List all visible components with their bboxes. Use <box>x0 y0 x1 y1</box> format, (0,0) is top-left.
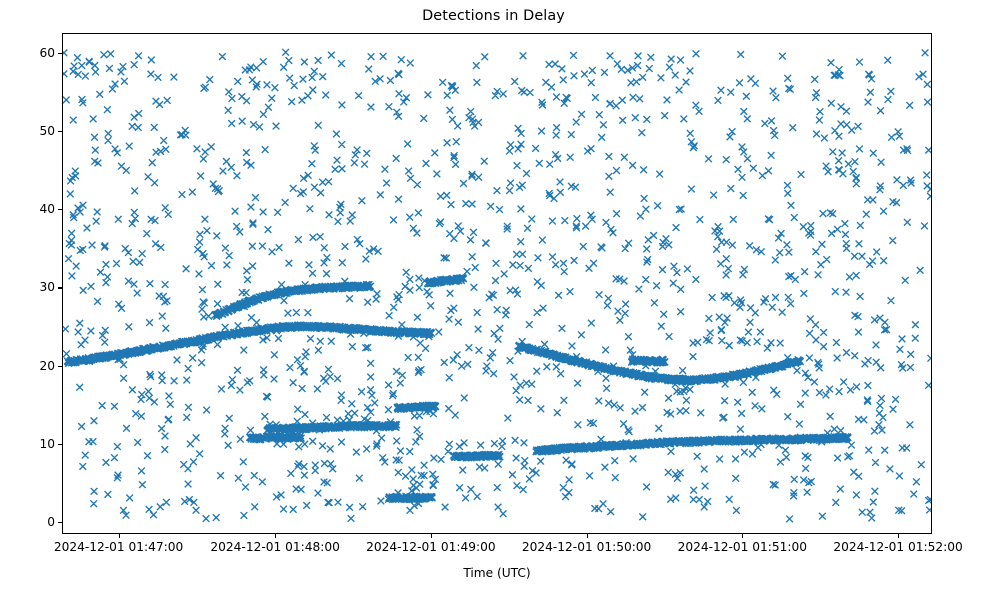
y-tick-mark <box>58 287 62 289</box>
y-tick-label: 30 <box>39 280 55 295</box>
x-tick-label: 2024-12-01 01:52:00 <box>833 540 963 554</box>
x-axis-label: Time (UTC) <box>463 566 531 580</box>
scatter-series <box>63 48 931 523</box>
y-tick-mark <box>58 522 62 524</box>
x-tick-label: 2024-12-01 01:51:00 <box>677 540 808 554</box>
x-tick-mark <box>742 534 744 538</box>
x-axis-tick-labels: 2024-12-01 01:47:00 2024-12-01 01:48:00 20… <box>54 540 963 562</box>
y-tick-mark <box>58 52 62 54</box>
y-axis-tick-marks <box>58 33 62 534</box>
y-tick-mark <box>58 443 62 446</box>
x-tick-label: 2024-12-01 01:47:00 <box>53 540 184 554</box>
y-tick-label: 50 <box>39 123 55 138</box>
y-tick-label: 20 <box>39 358 55 373</box>
x-tick-mark <box>430 534 432 538</box>
x-tick-label: 2024-12-01 01:48:00 <box>210 540 340 554</box>
y-tick-label: 0 <box>47 515 55 530</box>
y-tick-mark <box>58 365 62 367</box>
x-tick-label: 2024-12-01 01:49:00 <box>366 540 496 554</box>
x-tick-mark <box>586 534 588 538</box>
y-axis-tick-labels: 0 10 20 30 40 50 60 <box>0 33 55 534</box>
x-tick-mark <box>275 534 277 538</box>
x-tick-label: 2024-12-01 01:50:00 <box>521 540 652 554</box>
y-tick-label: 40 <box>39 202 55 217</box>
page-title: Detections in Delay <box>422 8 565 24</box>
y-tick-mark <box>58 209 62 211</box>
plot-area <box>62 33 932 534</box>
x-tick-mark <box>118 534 120 538</box>
y-tick-label: 60 <box>39 45 55 60</box>
x-tick-mark <box>898 534 900 538</box>
x-axis-tick-marks <box>62 534 932 538</box>
scatter-marker-path <box>63 48 931 523</box>
y-tick-mark <box>58 130 62 132</box>
y-tick-label: 10 <box>39 436 55 451</box>
